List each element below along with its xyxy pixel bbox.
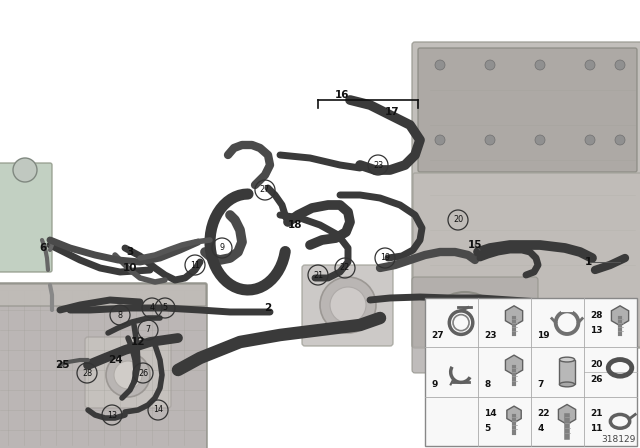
FancyBboxPatch shape bbox=[0, 163, 52, 272]
Text: 11: 11 bbox=[190, 260, 200, 270]
Text: 22: 22 bbox=[340, 263, 350, 272]
Text: 14: 14 bbox=[484, 409, 497, 418]
Text: 18: 18 bbox=[288, 220, 302, 230]
Text: 25: 25 bbox=[55, 360, 69, 370]
Text: 13: 13 bbox=[590, 326, 603, 335]
Circle shape bbox=[585, 60, 595, 70]
Circle shape bbox=[435, 135, 445, 145]
FancyBboxPatch shape bbox=[413, 173, 640, 347]
Circle shape bbox=[485, 135, 495, 145]
FancyBboxPatch shape bbox=[302, 265, 393, 346]
Text: 5: 5 bbox=[484, 424, 491, 433]
Bar bbox=[425, 298, 637, 446]
Text: 20: 20 bbox=[590, 360, 603, 369]
Circle shape bbox=[427, 292, 503, 368]
Circle shape bbox=[106, 353, 150, 397]
Circle shape bbox=[535, 60, 545, 70]
Text: 15: 15 bbox=[468, 240, 483, 250]
Circle shape bbox=[330, 287, 366, 323]
Text: 10: 10 bbox=[123, 263, 137, 273]
Text: 23: 23 bbox=[484, 331, 497, 340]
Text: 3: 3 bbox=[126, 247, 134, 257]
Polygon shape bbox=[559, 405, 575, 424]
Circle shape bbox=[615, 135, 625, 145]
Text: 1: 1 bbox=[584, 257, 591, 267]
Bar bbox=[559, 360, 575, 384]
Text: 4: 4 bbox=[538, 424, 544, 433]
Circle shape bbox=[13, 158, 37, 182]
Polygon shape bbox=[506, 355, 523, 375]
Text: 28: 28 bbox=[82, 369, 92, 378]
Circle shape bbox=[435, 60, 445, 70]
Text: 27: 27 bbox=[431, 331, 444, 340]
Circle shape bbox=[585, 135, 595, 145]
Text: 16: 16 bbox=[335, 90, 349, 100]
Text: 14: 14 bbox=[153, 405, 163, 414]
Circle shape bbox=[615, 60, 625, 70]
Polygon shape bbox=[507, 406, 521, 423]
Text: 9: 9 bbox=[220, 244, 225, 253]
Text: 6: 6 bbox=[40, 243, 47, 253]
Text: 9: 9 bbox=[431, 380, 438, 389]
Ellipse shape bbox=[559, 382, 575, 387]
Circle shape bbox=[114, 361, 142, 389]
Text: 23: 23 bbox=[373, 160, 383, 169]
FancyBboxPatch shape bbox=[0, 284, 206, 306]
Text: 11: 11 bbox=[590, 424, 603, 433]
Text: 318129: 318129 bbox=[602, 435, 636, 444]
Text: 8: 8 bbox=[484, 380, 491, 389]
FancyBboxPatch shape bbox=[412, 277, 538, 373]
Text: 21: 21 bbox=[590, 409, 603, 418]
Text: 7: 7 bbox=[538, 380, 544, 389]
Circle shape bbox=[535, 135, 545, 145]
Text: 26: 26 bbox=[138, 369, 148, 378]
Text: 20: 20 bbox=[453, 215, 463, 224]
Text: 8: 8 bbox=[118, 310, 122, 319]
Text: 19: 19 bbox=[380, 254, 390, 263]
Text: 28: 28 bbox=[590, 311, 603, 320]
Text: 22: 22 bbox=[538, 409, 550, 418]
Polygon shape bbox=[506, 306, 523, 326]
Polygon shape bbox=[611, 306, 628, 326]
Text: 17: 17 bbox=[385, 107, 399, 117]
Text: 13: 13 bbox=[107, 410, 117, 419]
Ellipse shape bbox=[559, 357, 575, 362]
Text: 21: 21 bbox=[313, 271, 323, 280]
Text: 24: 24 bbox=[108, 355, 122, 365]
FancyBboxPatch shape bbox=[85, 337, 171, 408]
Text: 19: 19 bbox=[538, 331, 550, 340]
Text: 2: 2 bbox=[264, 303, 271, 313]
Text: 26: 26 bbox=[590, 375, 603, 384]
FancyBboxPatch shape bbox=[0, 283, 207, 448]
Circle shape bbox=[320, 277, 376, 333]
Circle shape bbox=[485, 60, 495, 70]
Circle shape bbox=[440, 305, 490, 355]
Text: 5: 5 bbox=[163, 303, 168, 313]
Text: 7: 7 bbox=[145, 326, 150, 335]
FancyBboxPatch shape bbox=[418, 48, 637, 172]
FancyBboxPatch shape bbox=[412, 42, 640, 348]
Text: 4: 4 bbox=[150, 303, 154, 313]
Text: 27: 27 bbox=[260, 185, 270, 194]
Text: 12: 12 bbox=[131, 337, 145, 347]
